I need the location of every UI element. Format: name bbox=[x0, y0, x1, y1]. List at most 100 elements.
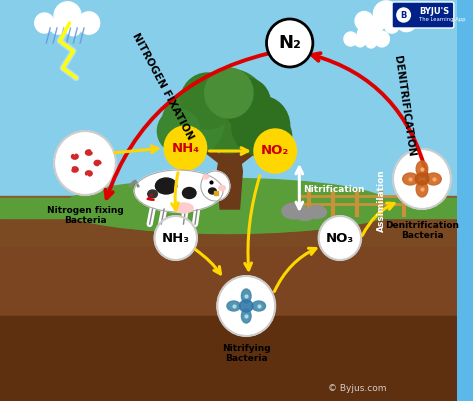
Ellipse shape bbox=[416, 181, 428, 197]
Circle shape bbox=[344, 32, 358, 46]
Bar bbox=[0, 61, 457, 71]
Circle shape bbox=[54, 131, 116, 195]
Bar bbox=[0, 91, 457, 101]
FancyBboxPatch shape bbox=[392, 2, 454, 28]
Circle shape bbox=[164, 126, 207, 170]
Circle shape bbox=[393, 149, 451, 209]
Text: NO₂: NO₂ bbox=[261, 144, 289, 158]
Text: © Byjus.com: © Byjus.com bbox=[328, 384, 386, 393]
Circle shape bbox=[319, 216, 361, 260]
Circle shape bbox=[385, 18, 399, 33]
Circle shape bbox=[66, 20, 81, 36]
Bar bbox=[0, 31, 457, 41]
Bar bbox=[0, 316, 457, 401]
Circle shape bbox=[355, 12, 373, 30]
Bar bbox=[0, 181, 457, 191]
Text: N₂: N₂ bbox=[278, 34, 301, 52]
Circle shape bbox=[254, 129, 297, 173]
Circle shape bbox=[373, 1, 399, 27]
Circle shape bbox=[397, 8, 411, 22]
Ellipse shape bbox=[174, 203, 193, 213]
Circle shape bbox=[366, 37, 377, 48]
Ellipse shape bbox=[416, 161, 428, 177]
Bar bbox=[0, 51, 457, 61]
Bar bbox=[0, 121, 457, 131]
Circle shape bbox=[78, 12, 100, 34]
Text: NH₃: NH₃ bbox=[162, 231, 190, 245]
Ellipse shape bbox=[282, 203, 307, 219]
Bar bbox=[0, 161, 457, 171]
Ellipse shape bbox=[403, 173, 418, 185]
Ellipse shape bbox=[219, 186, 226, 190]
Circle shape bbox=[217, 276, 275, 336]
Bar bbox=[0, 41, 457, 51]
Text: B: B bbox=[401, 10, 407, 20]
Text: Nitrification: Nitrification bbox=[303, 184, 365, 194]
Circle shape bbox=[249, 114, 292, 158]
Circle shape bbox=[358, 24, 377, 44]
Bar bbox=[0, 0, 457, 201]
Circle shape bbox=[188, 69, 270, 153]
Circle shape bbox=[396, 10, 417, 32]
Ellipse shape bbox=[156, 178, 177, 194]
Bar bbox=[0, 151, 457, 161]
Circle shape bbox=[201, 171, 230, 201]
Ellipse shape bbox=[252, 301, 265, 311]
Text: Denitrification
Bacteria: Denitrification Bacteria bbox=[385, 221, 459, 241]
Bar bbox=[0, 196, 457, 246]
Ellipse shape bbox=[241, 309, 251, 323]
Circle shape bbox=[181, 73, 235, 129]
Circle shape bbox=[50, 18, 66, 34]
Polygon shape bbox=[217, 129, 242, 209]
Ellipse shape bbox=[209, 188, 216, 194]
Circle shape bbox=[35, 13, 54, 33]
Circle shape bbox=[205, 68, 253, 118]
Text: Assimilation: Assimilation bbox=[377, 170, 386, 232]
Bar bbox=[0, 81, 457, 91]
Ellipse shape bbox=[307, 205, 326, 219]
Ellipse shape bbox=[241, 289, 251, 303]
Ellipse shape bbox=[183, 188, 196, 198]
Circle shape bbox=[158, 109, 200, 153]
Bar bbox=[0, 1, 457, 11]
Circle shape bbox=[54, 2, 81, 30]
Ellipse shape bbox=[203, 175, 209, 179]
Circle shape bbox=[232, 96, 289, 156]
Bar bbox=[0, 171, 457, 181]
Bar bbox=[0, 71, 457, 81]
Bar bbox=[0, 131, 457, 141]
Text: BYJU'S: BYJU'S bbox=[419, 8, 449, 16]
Ellipse shape bbox=[134, 170, 223, 212]
Bar bbox=[0, 11, 457, 21]
Circle shape bbox=[155, 216, 197, 260]
Bar bbox=[0, 141, 457, 151]
Text: The Learning App: The Learning App bbox=[419, 16, 465, 22]
Bar bbox=[0, 246, 457, 316]
Ellipse shape bbox=[227, 301, 240, 311]
Circle shape bbox=[222, 78, 271, 128]
Text: NITROGEN FIXATION: NITROGEN FIXATION bbox=[130, 31, 195, 141]
Circle shape bbox=[355, 36, 366, 47]
Circle shape bbox=[266, 19, 313, 67]
Bar bbox=[0, 21, 457, 31]
Ellipse shape bbox=[64, 178, 392, 233]
Bar bbox=[0, 198, 457, 218]
Text: DENITRIFICATION: DENITRIFICATION bbox=[392, 55, 416, 157]
Bar bbox=[0, 191, 457, 201]
Text: Nitrogen fixing
Bacteria: Nitrogen fixing Bacteria bbox=[47, 206, 123, 225]
Circle shape bbox=[162, 91, 224, 155]
Circle shape bbox=[370, 16, 385, 32]
Ellipse shape bbox=[426, 173, 441, 185]
Ellipse shape bbox=[415, 173, 429, 185]
Circle shape bbox=[374, 31, 389, 47]
Ellipse shape bbox=[297, 209, 314, 221]
Text: NH₄: NH₄ bbox=[171, 142, 200, 154]
Ellipse shape bbox=[148, 190, 158, 198]
Bar bbox=[0, 101, 457, 111]
Ellipse shape bbox=[59, 183, 397, 233]
Text: Nitrifying
Bacteria: Nitrifying Bacteria bbox=[222, 344, 271, 363]
Ellipse shape bbox=[239, 300, 253, 312]
Bar bbox=[0, 111, 457, 121]
Text: NO₃: NO₃ bbox=[326, 231, 354, 245]
Bar bbox=[0, 214, 457, 246]
